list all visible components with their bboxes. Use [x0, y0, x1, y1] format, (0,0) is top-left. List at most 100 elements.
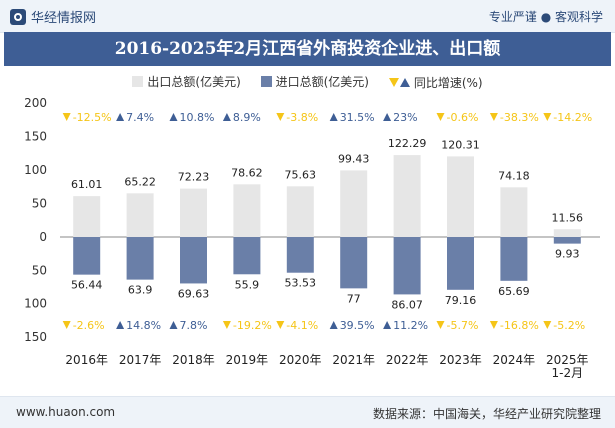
- import-growth-down-icon: [489, 321, 498, 329]
- x-axis-label: 2024年: [493, 353, 536, 367]
- y-tick-label: 50: [32, 263, 47, 277]
- data-source: 数据来源：中国海关，华经产业研究院整理: [372, 407, 601, 421]
- export-value-label: 61.01: [71, 178, 103, 191]
- brand-name: 华经情报网: [31, 11, 97, 26]
- x-axis-label: 2017年: [119, 353, 162, 367]
- brand-tags: 专业严谨 ● 客观科学: [488, 10, 603, 24]
- export-bar: [340, 170, 368, 237]
- triangle-up-icon: [399, 78, 410, 87]
- x-axis-label: 2025年: [546, 353, 589, 367]
- import-growth-label: 39.5%: [340, 319, 375, 332]
- import-bar: [553, 237, 581, 244]
- export-bar: [553, 229, 581, 237]
- import-value-label: 65.69: [498, 285, 530, 298]
- export-growth-down-icon: [436, 113, 445, 121]
- import-growth-up-icon: [116, 321, 125, 329]
- export-growth-up-icon: [169, 113, 178, 121]
- export-growth-up-icon: [329, 113, 338, 121]
- import-value-label: 55.9: [235, 278, 260, 291]
- export-bar: [180, 188, 207, 237]
- y-tick-label: 50: [32, 197, 47, 211]
- export-value-label: 120.31: [441, 138, 480, 151]
- export-growth-down-icon: [62, 113, 71, 121]
- import-growth-up-icon: [329, 321, 338, 329]
- export-growth-label: 23%: [393, 111, 417, 124]
- export-growth-label: -38.3%: [500, 111, 539, 124]
- export-growth-label: 31.5%: [340, 111, 375, 124]
- x-axis-label: 2023年: [439, 353, 482, 367]
- legend-growth: 同比增速(%): [388, 74, 483, 91]
- y-tick-label: 200: [24, 96, 47, 110]
- legend-export-swatch: [132, 76, 144, 87]
- export-growth-label: -0.6%: [447, 111, 479, 124]
- chart-title: 2016-2025年2月江西省外商投资企业进、出口额: [4, 32, 611, 66]
- export-value-label: 75.63: [285, 168, 317, 181]
- import-value-label: 63.9: [128, 284, 153, 297]
- x-axis-label: 2019年: [226, 353, 269, 367]
- import-growth-down-icon: [222, 321, 231, 329]
- export-value-label: 78.62: [231, 166, 263, 179]
- export-value-label: 11.56: [552, 211, 584, 224]
- import-growth-label: 11.2%: [393, 319, 428, 332]
- import-bar: [340, 237, 368, 289]
- brand: 华经情报网: [10, 7, 96, 26]
- export-bar: [126, 193, 154, 237]
- export-growth-up-icon: [222, 113, 231, 121]
- import-growth-label: -2.6%: [73, 319, 105, 332]
- legend-growth-label: 同比增速(%): [413, 76, 483, 90]
- chart-plot: 200 150 100 50 0 50 100 150 61.01 56.44 -12.5% -2.6…: [24, 96, 600, 380]
- import-value-label: 56.44: [71, 279, 103, 292]
- export-value-label: 72.23: [178, 171, 210, 184]
- export-growth-down-icon: [489, 113, 498, 121]
- import-growth-up-icon: [169, 321, 178, 329]
- export-growth-up-icon: [383, 113, 392, 121]
- legend-import: 进口总额(亿美元): [260, 73, 369, 90]
- website: www.huaon.com: [16, 405, 116, 419]
- import-growth-up-icon: [383, 321, 392, 329]
- import-value-label: 77: [347, 292, 361, 305]
- x-axis-label: 2016年: [65, 353, 108, 367]
- import-growth-label: -4.1%: [286, 319, 318, 332]
- export-growth-label: 10.8%: [180, 111, 215, 124]
- import-growth-label: -5.7%: [447, 319, 479, 332]
- x-axis-label: 2021年: [332, 353, 375, 367]
- y-tick-label: 100: [24, 297, 47, 311]
- import-growth-down-icon: [276, 321, 285, 329]
- y-tick-label: 0: [39, 230, 47, 244]
- export-growth-up-icon: [116, 113, 125, 121]
- export-bar: [447, 156, 474, 237]
- footer: www.huaon.com 数据来源：中国海关，华经产业研究院整理: [0, 396, 615, 428]
- import-value-label: 79.16: [445, 294, 477, 307]
- import-bar: [126, 237, 154, 280]
- import-bar: [73, 237, 101, 275]
- import-value-label: 86.07: [391, 298, 423, 311]
- import-growth-label: -5.2%: [553, 319, 585, 332]
- legend-import-label: 进口总额(亿美元): [275, 75, 369, 89]
- import-value-label: 69.63: [178, 287, 210, 300]
- legend-export: 出口总额(亿美元): [132, 73, 241, 90]
- y-tick-label: 100: [24, 163, 47, 177]
- import-bar: [393, 237, 421, 295]
- export-value-label: 122.29: [388, 137, 427, 150]
- y-tick-label: 150: [24, 130, 47, 144]
- import-value-label: 53.53: [285, 277, 317, 290]
- export-growth-label: -14.2%: [553, 111, 592, 124]
- export-growth-label: 7.4%: [126, 111, 154, 124]
- x-axis-label: 2020年: [279, 353, 322, 367]
- import-growth-label: 7.8%: [180, 319, 208, 332]
- import-value-label: 9.93: [555, 248, 580, 261]
- export-value-label: 65.22: [124, 175, 156, 188]
- import-bar: [286, 237, 314, 273]
- triangle-down-icon: [388, 78, 399, 87]
- export-value-label: 74.18: [498, 169, 530, 182]
- x-axis-label: 2022年: [386, 353, 429, 367]
- import-growth-down-icon: [62, 321, 71, 329]
- export-bar: [500, 187, 528, 237]
- export-growth-label: -3.8%: [286, 111, 318, 124]
- export-growth-down-icon: [276, 113, 285, 121]
- export-bar: [286, 186, 314, 237]
- x-axis-label: 1-2月: [551, 366, 583, 380]
- import-growth-down-icon: [436, 321, 445, 329]
- import-growth-label: 14.8%: [126, 319, 161, 332]
- logo-icon: [10, 8, 26, 25]
